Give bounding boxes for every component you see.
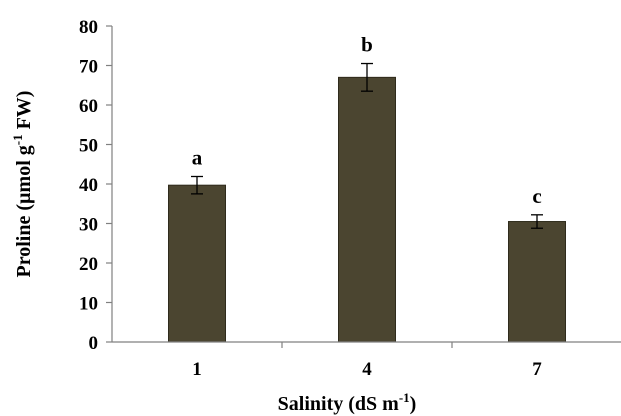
bar-significance-labels: a b c	[192, 33, 542, 208]
y-tick-label: 50	[79, 136, 98, 157]
y-axis-ticks: 0 10 20 30 40 50 60 70 80	[79, 17, 112, 354]
bar-significance-label: b	[361, 33, 373, 57]
y-tick-label: 80	[79, 17, 98, 38]
y-tick-label: 20	[79, 254, 98, 275]
y-tick-label: 0	[89, 333, 99, 354]
bar	[508, 221, 566, 343]
bar	[338, 76, 396, 343]
bar-significance-label: a	[192, 145, 203, 169]
y-tick-label: 70	[79, 57, 98, 78]
bar-significance-label: c	[532, 184, 541, 208]
x-tick-label: 4	[362, 359, 372, 380]
y-tick-label: 10	[79, 294, 98, 315]
error-bar	[531, 214, 543, 229]
error-bar	[361, 62, 373, 92]
bars	[168, 76, 566, 343]
x-axis-label-tail: )	[410, 393, 417, 415]
x-axis-label-main: Salinity (dS m	[278, 393, 399, 415]
bar	[168, 184, 226, 343]
x-axis-label: Salinity (dS m-1)	[278, 390, 417, 415]
y-tick-label: 30	[79, 215, 98, 236]
x-axis-label-sup: -1	[399, 390, 410, 405]
error-bars	[191, 62, 543, 229]
y-axis-label-main: Proline (µmol g	[13, 145, 35, 277]
y-axis-label-sup: -1	[10, 134, 25, 145]
y-axis-label: Proline (µmol g-1 FW)	[10, 91, 35, 278]
x-axis-ticks: 1 4 7	[192, 342, 542, 380]
y-tick-label: 40	[79, 175, 98, 196]
x-tick-label: 1	[192, 359, 202, 380]
y-tick-label: 60	[79, 96, 98, 117]
y-axis-label-tail: FW)	[13, 91, 35, 135]
x-tick-label: 7	[532, 359, 542, 380]
error-bar	[191, 175, 203, 195]
